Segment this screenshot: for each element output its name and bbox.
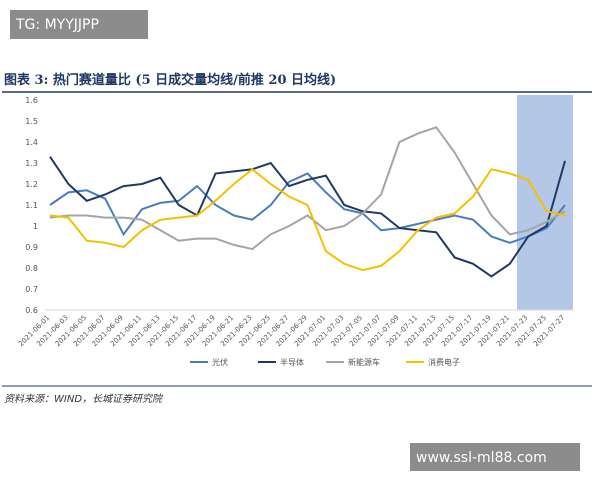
source: 资料来源：WIND，长城证券研究院 bbox=[4, 393, 164, 405]
y-tick-label: 1 bbox=[33, 222, 38, 231]
y-tick-label: 1.6 bbox=[25, 96, 38, 105]
footer-watermark-box bbox=[410, 443, 580, 471]
series-line bbox=[49, 172, 566, 244]
footer-watermark: www.ssl-ml88.com bbox=[416, 450, 547, 466]
legend-label: 新能源车 bbox=[348, 357, 380, 367]
y-tick-label: 1.5 bbox=[25, 117, 38, 126]
y-tick-label: 0.7 bbox=[25, 285, 38, 294]
watermark-box bbox=[10, 10, 148, 39]
series-line bbox=[49, 168, 566, 272]
series-line bbox=[49, 156, 566, 278]
legend-label: 消费电子 bbox=[428, 357, 460, 367]
legend-label: 半导体 bbox=[280, 357, 304, 367]
y-tick-label: 1.1 bbox=[25, 201, 38, 210]
y-tick-label: 0.9 bbox=[25, 243, 38, 252]
watermark: TG: MYYJJPP bbox=[15, 17, 99, 33]
highlight-region bbox=[517, 95, 573, 310]
y-tick-label: 0.8 bbox=[25, 264, 38, 273]
legend-label: 光伏 bbox=[212, 357, 228, 367]
y-tick-label: 1.2 bbox=[25, 180, 38, 189]
series-line bbox=[49, 126, 566, 251]
chart-title: 图表 3: 热门赛道量比 (5 日成交量均线/前推 20 日均线) bbox=[4, 72, 336, 88]
y-tick-label: 0.6 bbox=[25, 306, 38, 315]
y-tick-label: 1.4 bbox=[25, 138, 38, 147]
y-tick-label: 1.3 bbox=[25, 159, 38, 168]
